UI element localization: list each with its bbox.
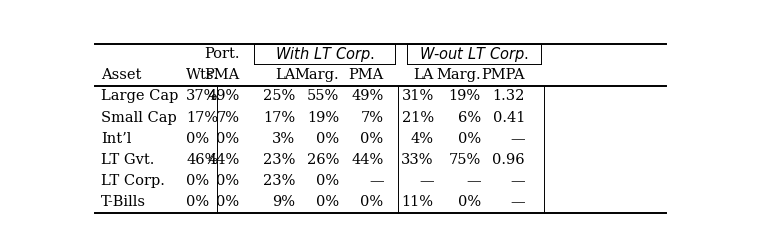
Text: $\mathit{W\text{-}out\ LT\ Corp.}$: $\mathit{W\text{-}out\ LT\ Corp.}$	[420, 44, 529, 64]
Text: 23%: 23%	[263, 153, 295, 167]
Text: 19%: 19%	[448, 90, 481, 104]
Text: 0%: 0%	[316, 132, 340, 146]
Text: 55%: 55%	[307, 90, 340, 104]
Text: 0%: 0%	[316, 195, 340, 209]
Text: 9%: 9%	[272, 195, 295, 209]
Text: LT Gvt.: LT Gvt.	[101, 153, 154, 167]
Text: Large Cap: Large Cap	[101, 90, 179, 104]
Text: 44%: 44%	[207, 153, 239, 167]
Text: 0%: 0%	[458, 195, 481, 209]
Text: 4%: 4%	[410, 132, 434, 146]
Text: PMA: PMA	[348, 68, 384, 82]
Text: LA: LA	[275, 68, 295, 82]
Text: 19%: 19%	[307, 110, 340, 124]
Text: 0%: 0%	[186, 195, 210, 209]
Text: PMA: PMA	[204, 68, 239, 82]
Text: Asset: Asset	[101, 68, 141, 82]
Text: 75%: 75%	[448, 153, 481, 167]
Text: 0%: 0%	[360, 132, 384, 146]
Text: 11%: 11%	[402, 195, 434, 209]
Text: —: —	[369, 174, 384, 188]
Text: LT Corp.: LT Corp.	[101, 174, 165, 188]
Text: —: —	[511, 132, 525, 146]
Text: T-Bills: T-Bills	[101, 195, 146, 209]
Text: 33%: 33%	[401, 153, 434, 167]
Text: 31%: 31%	[401, 90, 434, 104]
Text: 0%: 0%	[216, 195, 239, 209]
Text: 0%: 0%	[316, 174, 340, 188]
Text: Port.: Port.	[204, 47, 239, 61]
Text: Marg.: Marg.	[436, 68, 481, 82]
Text: Marg.: Marg.	[295, 68, 340, 82]
Text: —: —	[466, 174, 481, 188]
Text: Int’l: Int’l	[101, 132, 131, 146]
Text: 46%: 46%	[186, 153, 219, 167]
Text: 0%: 0%	[186, 132, 210, 146]
Text: 49%: 49%	[351, 90, 384, 104]
Text: $\mathit{With\ LT\ Corp.}$: $\mathit{With\ LT\ Corp.}$	[275, 44, 375, 64]
Text: 1.32: 1.32	[492, 90, 525, 104]
Text: 3%: 3%	[272, 132, 295, 146]
Text: 0%: 0%	[216, 174, 239, 188]
Text: 26%: 26%	[307, 153, 340, 167]
Text: 0%: 0%	[360, 195, 384, 209]
Text: —: —	[419, 174, 434, 188]
Text: 0.41: 0.41	[492, 110, 525, 124]
Text: 17%: 17%	[263, 110, 295, 124]
Text: PMPA: PMPA	[481, 68, 525, 82]
Text: 0%: 0%	[186, 174, 210, 188]
Text: 44%: 44%	[351, 153, 384, 167]
Text: 0.96: 0.96	[492, 153, 525, 167]
Text: —: —	[511, 195, 525, 209]
Text: 23%: 23%	[263, 174, 295, 188]
Text: 21%: 21%	[401, 110, 434, 124]
Text: 0%: 0%	[216, 132, 239, 146]
Text: —: —	[511, 174, 525, 188]
Text: 49%: 49%	[207, 90, 239, 104]
Text: 7%: 7%	[217, 110, 239, 124]
Text: 7%: 7%	[360, 110, 384, 124]
Text: 25%: 25%	[263, 90, 295, 104]
Text: Wts.: Wts.	[186, 68, 220, 82]
Text: Small Cap: Small Cap	[101, 110, 176, 124]
Text: 37%: 37%	[186, 90, 219, 104]
Text: 0%: 0%	[458, 132, 481, 146]
Text: LA: LA	[413, 68, 434, 82]
Text: 17%: 17%	[186, 110, 218, 124]
Text: 6%: 6%	[458, 110, 481, 124]
